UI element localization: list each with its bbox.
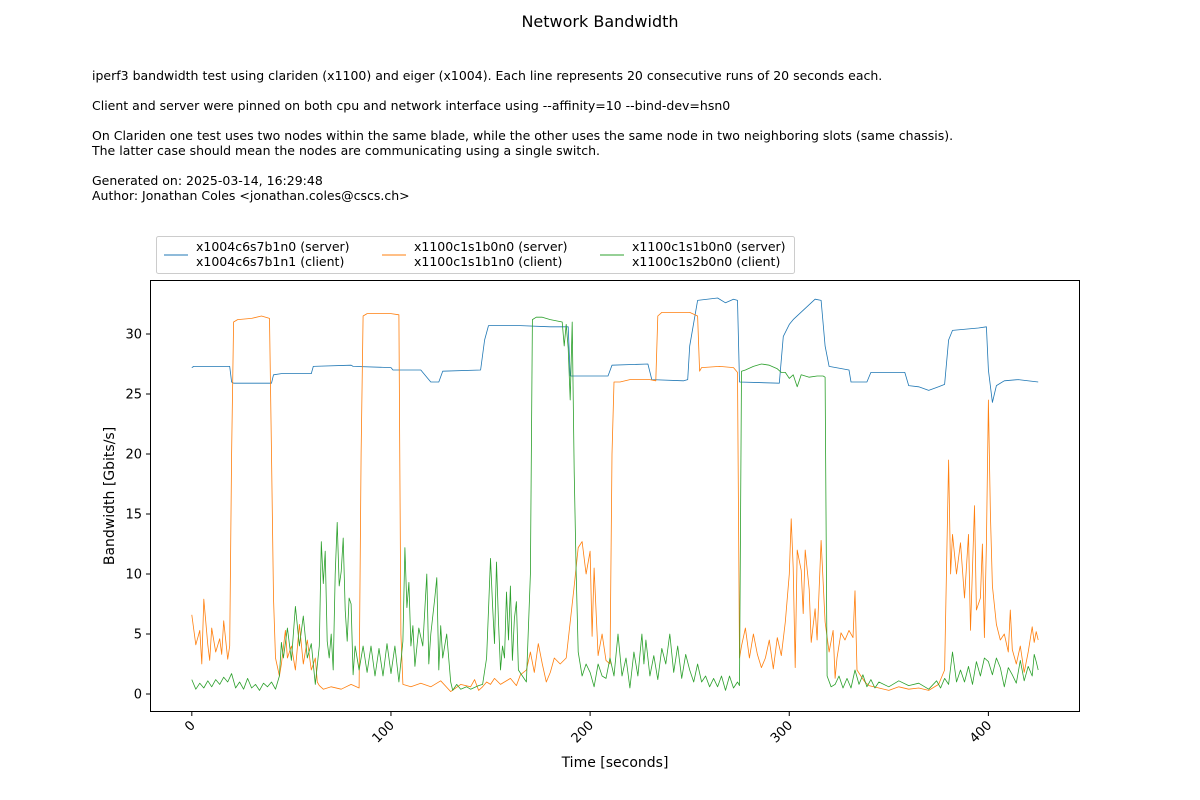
series-layer bbox=[191, 297, 1039, 692]
x-tick-label: 300 bbox=[768, 718, 796, 746]
description-line: Generated on: 2025-03-14, 16:29:48 Autho… bbox=[92, 173, 410, 203]
legend-label: x1004c6s7b1n0 (server) bbox=[196, 239, 350, 254]
series-line-3 bbox=[191, 316, 1039, 691]
legend-frame bbox=[156, 236, 795, 274]
legend-label: x1100c1s1b0n0 (server) bbox=[414, 239, 568, 254]
legend-label: x1100c1s2b0n0 (client) bbox=[632, 254, 780, 269]
x-axis-label: Time [seconds] bbox=[561, 755, 669, 771]
y-tick-label: 20 bbox=[125, 448, 142, 463]
y-tick-label: 15 bbox=[125, 508, 142, 523]
legend-label: x1004c6s7b1n1 (client) bbox=[196, 254, 344, 269]
chart-title: Network Bandwidth bbox=[521, 12, 679, 31]
y-tick-label: 25 bbox=[125, 388, 142, 403]
series-line-2 bbox=[191, 312, 1039, 692]
description-line: On Clariden one test uses two nodes with… bbox=[92, 128, 954, 158]
y-tick-label: 10 bbox=[125, 568, 142, 583]
plot-frame bbox=[150, 280, 1080, 712]
legend: x1004c6s7b1n0 (server)x1004c6s7b1n1 (cli… bbox=[156, 236, 795, 274]
description-line: iperf3 bandwidth test using clariden (x1… bbox=[92, 68, 883, 83]
x-tick-label: 400 bbox=[967, 718, 995, 746]
y-axis: 0 5 10 15 20 25 30 bbox=[125, 328, 150, 703]
series-line-1 bbox=[191, 297, 1039, 403]
legend-label: x1100c1s1b1n0 (client) bbox=[414, 254, 562, 269]
y-tick-label: 5 bbox=[134, 628, 142, 643]
legend-label: x1100c1s1b0n0 (server) bbox=[632, 239, 786, 254]
y-tick-label: 30 bbox=[125, 328, 142, 343]
description-line: Client and server were pinned on both cp… bbox=[92, 98, 731, 113]
y-axis-label: Bandwidth [Gbits/s] bbox=[102, 427, 118, 565]
x-tick-label: 100 bbox=[370, 718, 398, 746]
y-tick-label: 0 bbox=[134, 688, 142, 703]
x-tick-label: 200 bbox=[569, 718, 597, 746]
x-axis: 0 100 200 300 400 bbox=[182, 712, 995, 746]
chart-description: iperf3 bandwidth test using clariden (x1… bbox=[92, 68, 953, 218]
x-tick-label: 0 bbox=[182, 718, 198, 734]
